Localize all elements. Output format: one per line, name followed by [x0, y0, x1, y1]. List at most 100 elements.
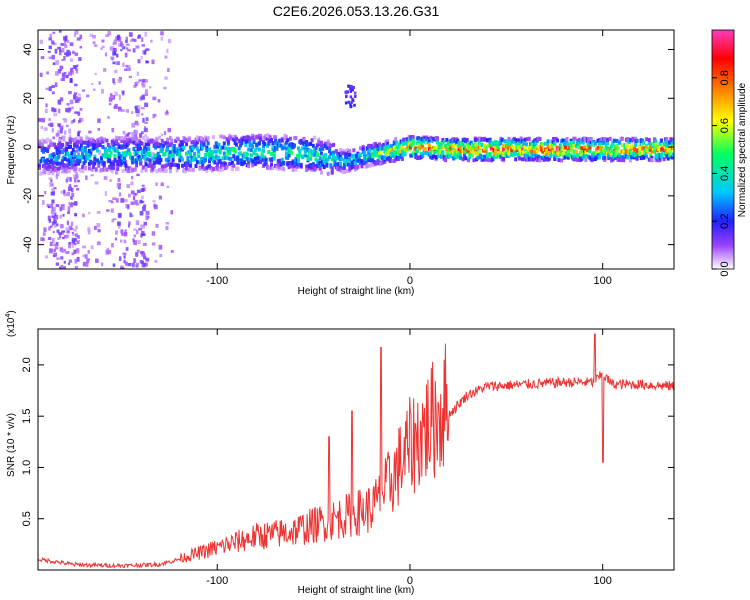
- spectrogram-ridge-cell: [520, 147, 524, 152]
- spectrogram-ridge-cell: [194, 142, 198, 147]
- spectrogram-ridge-cell: [166, 137, 170, 142]
- spectrogram-ridge-cell: [275, 140, 279, 145]
- spectrogram-ridge-cell: [166, 140, 170, 145]
- spectrogram-ridge-cell: [392, 150, 396, 155]
- spectrogram-ridge-cell: [565, 136, 569, 141]
- spectrogram-noise-cell: [167, 68, 170, 73]
- spectrogram-noise-cell: [108, 250, 112, 254]
- spectrogram-noise-cell: [55, 132, 60, 137]
- spectrogram-noise-cell: [104, 52, 107, 57]
- spectrogram-noise-cell: [57, 123, 61, 127]
- spectrogram-noise-cell: [169, 135, 172, 140]
- spectrogram-ridge-cell: [330, 170, 334, 175]
- spectrogram-ridge-cell: [310, 138, 314, 143]
- spectrogram-ridge-cell: [144, 168, 148, 173]
- spectrogram-ridge-cell: [441, 150, 445, 155]
- spectrogram-noise-cell: [61, 231, 65, 235]
- spectrogram-noise-cell: [55, 241, 59, 247]
- spectrogram-ridge-cell: [100, 159, 104, 164]
- spectrogram-noise-cell: [78, 93, 81, 96]
- spectrogram-ridge-cell: [217, 142, 221, 147]
- spectrogram-noise-cell: [54, 214, 59, 220]
- spectrogram-ridge-cell: [97, 163, 101, 168]
- spectrogram-noise-cell: [73, 92, 78, 95]
- spectrogram-ridge-cell: [620, 136, 624, 141]
- spectrogram-ridge-cell: [202, 142, 206, 147]
- spectrogram-noise-cell: [75, 174, 79, 179]
- spectrogram-noise-cell: [58, 108, 61, 114]
- spectrogram-ridge-cell: [355, 154, 359, 159]
- spectrogram-ridge-cell: [658, 157, 662, 162]
- spectrogram-noise-cell: [140, 250, 144, 255]
- spectrogram-noise-cell: [149, 86, 152, 89]
- spectrogram-noise-cell: [63, 56, 66, 61]
- spectrogram-ridge-cell: [77, 139, 81, 144]
- spectrogram-ridge-cell: [181, 163, 185, 168]
- spectrogram-ridge-cell: [592, 151, 596, 156]
- spectrogram-ridge-cell: [167, 156, 171, 161]
- spectrogram-ridge-cell: [595, 155, 599, 160]
- spectrogram-noise-cell: [77, 96, 82, 100]
- spectrogram-ridge-cell: [225, 164, 229, 169]
- spectrogram-noise-cell: [77, 100, 80, 103]
- spectrogram-noise-cell: [151, 242, 156, 246]
- spectrogram-ridge-cell: [251, 144, 255, 149]
- spectrogram-noise-cell: [71, 192, 75, 198]
- spectrogram-feature-cell: [353, 94, 357, 98]
- spectrogram-noise-cell: [62, 213, 65, 217]
- spectrogram-noise-cell: [73, 184, 78, 188]
- spectrogram-ridge-cell: [148, 158, 152, 163]
- spectrogram-ridge-cell: [167, 162, 171, 167]
- spectrogram-noise-cell: [139, 133, 143, 138]
- spectrogram-noise-cell: [128, 75, 132, 79]
- spectrogram-ridge-cell: [538, 137, 542, 142]
- spectrogram-ridge-cell: [409, 145, 412, 150]
- spectrogram-noise-cell: [89, 33, 94, 37]
- spectrogram-ridge-cell: [264, 157, 268, 162]
- spectrogram-ridge-cell: [491, 156, 495, 161]
- spectrogram-ridge-cell: [288, 147, 292, 152]
- spectrogram-noise-cell: [134, 268, 138, 269]
- spectrogram-noise-cell: [68, 242, 71, 245]
- spectrogram-ridge-cell: [569, 144, 573, 149]
- spectrogram-ridge-cell: [178, 158, 182, 163]
- spectrogram-noise-cell: [56, 229, 60, 233]
- spectrogram-ridge-cell: [132, 136, 136, 141]
- spectrogram-ridge-cell: [414, 152, 418, 157]
- spectrogram-noise-cell: [142, 242, 147, 246]
- spectrogram-ridge-cell: [319, 151, 323, 156]
- spectrogram-noise-cell: [66, 49, 70, 52]
- spectrogram-ridge-cell: [394, 137, 398, 142]
- spectrogram-noise-cell: [137, 104, 141, 110]
- spectrogram-feature-cell: [351, 99, 355, 103]
- spectrogram-ridge-cell: [224, 146, 228, 151]
- spectrogram-ridge-cell: [136, 149, 140, 154]
- spectrogram-noise-cell: [142, 93, 146, 97]
- spectrogram-ridge-cell: [193, 151, 197, 156]
- spectrogram-noise-cell: [110, 208, 114, 213]
- spectrogram-noise-cell: [58, 30, 62, 33]
- spectrogram-ridge-cell: [251, 133, 255, 138]
- spectrogram-ridge-cell: [619, 157, 623, 162]
- spectrogram-noise-cell: [114, 69, 118, 74]
- spectrogram-ridge-cell: [357, 158, 361, 163]
- spectrogram-y-ticks: -40 -20 0 20 40: [22, 43, 674, 253]
- spectrogram-noise-cell: [69, 205, 74, 208]
- spectrogram-noise-cell: [136, 81, 140, 84]
- spectrogram-ridge-cell: [396, 149, 400, 154]
- spectrogram-noise-cell: [75, 233, 78, 238]
- spectrogram-noise-cell: [128, 193, 131, 198]
- spectrogram-ridge-cell: [543, 157, 547, 162]
- spectrogram-ridge-cell: [626, 137, 630, 142]
- snr-multiplier-label: (x104): [5, 310, 17, 337]
- spectrogram-ridge-cell: [210, 153, 214, 158]
- spectrogram-noise-cell: [70, 221, 74, 226]
- spectrogram-noise-cell: [97, 127, 101, 131]
- spectrogram-ridge-cell: [337, 167, 341, 172]
- spectrogram-ridge-cell: [387, 144, 391, 149]
- spectrogram-noise-cell: [63, 130, 67, 135]
- spectrogram-ridge-cell: [647, 138, 651, 143]
- spectrogram-ridge-cell: [371, 146, 375, 151]
- spectrogram-ridge-cell: [297, 159, 301, 164]
